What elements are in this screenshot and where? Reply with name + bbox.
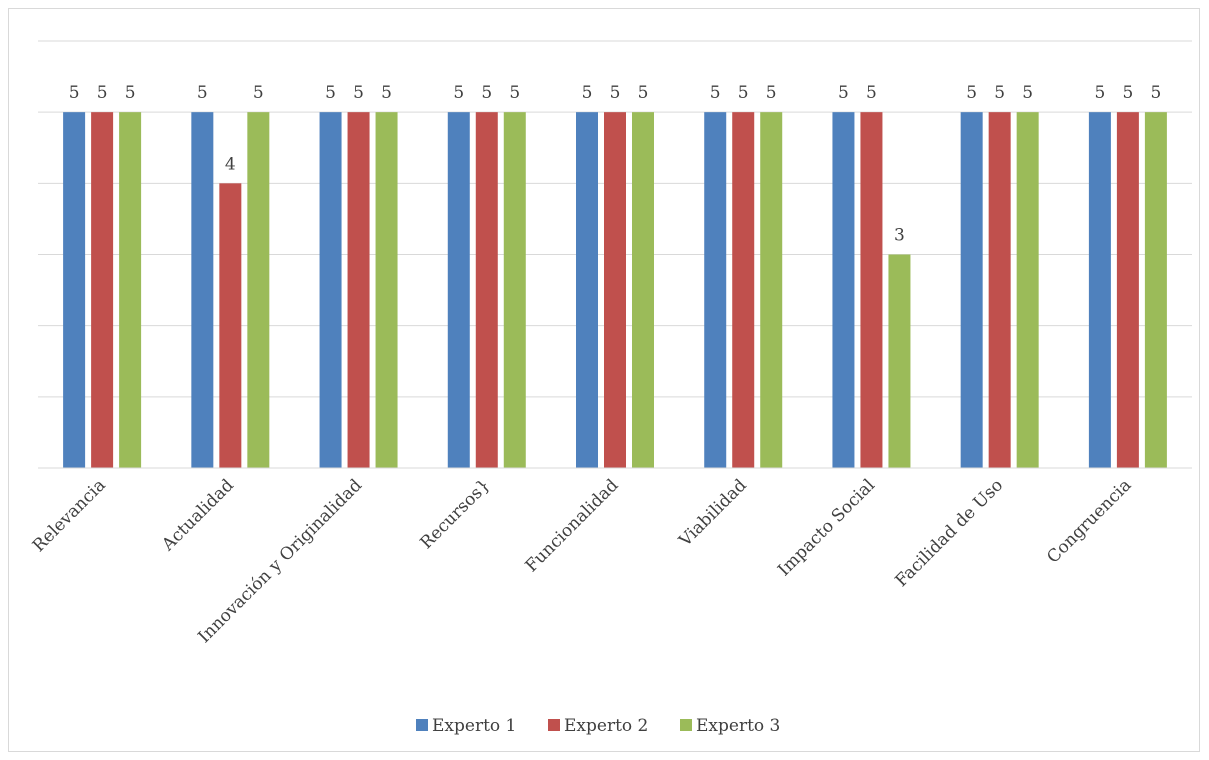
bar [503,112,526,469]
data-labels: 5 5 5 545 5 5 5 5 5 5 5 5 5 5 5 5 5 535 5 5 5 5 5 [69,83,1162,245]
data-label: 5 [1122,83,1133,103]
bar [760,112,783,469]
data-label: 3 [894,226,905,246]
data-label: 5 [453,83,464,103]
bar [1116,112,1139,469]
bar [1016,112,1039,469]
data-label: 5 [638,83,649,103]
bar [960,112,983,469]
data-label: 5 [353,83,364,103]
bar [447,112,470,469]
bar [704,112,727,469]
x-tick-label: Congruencia [1043,475,1135,567]
legend-label: Experto 1 [432,716,516,736]
bar [832,112,855,469]
data-label: 5 [994,83,1005,103]
data-label: 5 [1022,83,1033,103]
bar [91,112,114,469]
x-tick-label: Facilidad de Uso [892,475,1008,591]
data-label: 5 [610,83,621,103]
bar [191,112,214,469]
legend: Experto 1 Experto 2 Experto 3 [416,716,780,736]
data-label: 5 [381,83,392,103]
data-label: 5 [125,83,136,103]
bars [63,112,1167,469]
bar [732,112,755,469]
legend-label: Experto 3 [696,716,780,736]
data-label: 5 [325,83,336,103]
data-label: 5 [738,83,749,103]
data-label: 5 [253,83,264,103]
bar [219,183,242,469]
bar [888,254,911,468]
bar [576,112,598,469]
x-tick-label: Viabilidad [675,475,751,551]
data-label: 4 [225,154,236,174]
legend-label: Experto 2 [564,716,648,736]
x-tick-label: Funcionalidad [522,475,623,576]
legend-swatch [680,719,692,731]
data-label: 5 [69,83,80,103]
data-label: 5 [710,83,721,103]
data-label: 5 [1094,83,1105,103]
bar [347,112,370,469]
x-tick-label: Actualidad [158,475,238,555]
bar [1088,112,1111,469]
x-tick-label: Recursos} [417,475,495,553]
data-label: 5 [97,83,108,103]
bar [63,112,86,469]
data-label: 5 [582,83,593,103]
bar [375,112,398,469]
bar [475,112,498,469]
data-label: 5 [1150,83,1161,103]
data-label: 5 [866,83,877,103]
data-label: 5 [509,83,520,103]
bar [988,112,1011,469]
bar [247,112,270,469]
bar [860,112,883,469]
data-label: 5 [838,83,849,103]
bar-chart: 5 5 5 545 5 5 5 5 5 5 5 5 5 5 5 5 5 535 5 5 5 5 5 Relevancia Ac… [29,40,1192,736]
bar [604,112,626,469]
bar [1144,112,1167,469]
legend-swatch [416,719,428,731]
bar [632,112,654,469]
data-label: 5 [766,83,777,103]
bar [319,112,342,469]
data-label: 5 [197,83,208,103]
bar [119,112,142,469]
data-label: 5 [966,83,977,103]
legend-swatch [548,719,560,731]
data-label: 5 [481,83,492,103]
x-tick-label: Impacto Social [774,475,879,580]
x-tick-label: Relevancia [29,475,110,556]
